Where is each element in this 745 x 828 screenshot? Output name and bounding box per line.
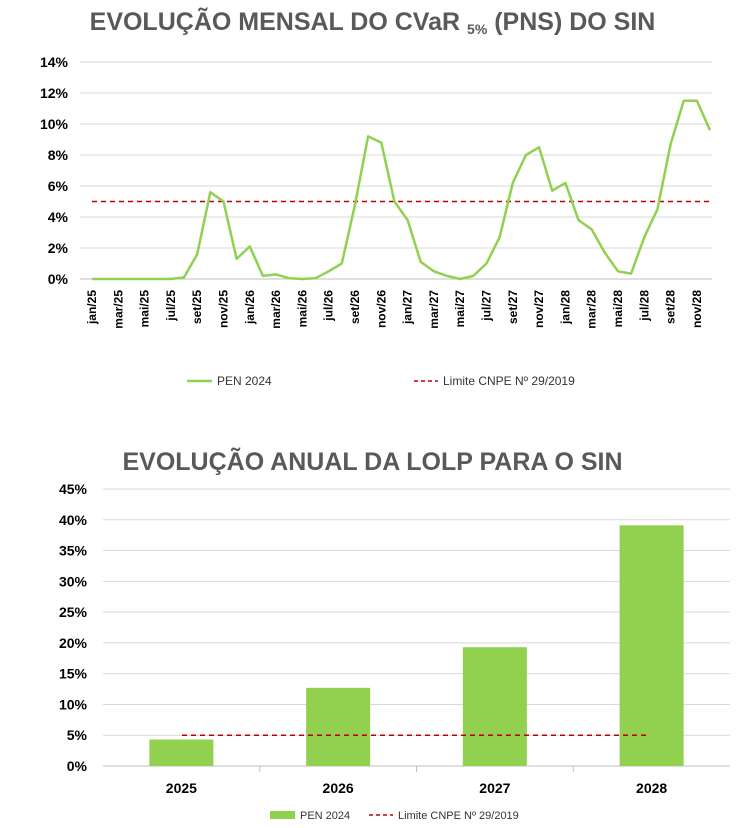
chart1-x-tick-label: mar/26 bbox=[269, 290, 283, 329]
chart1-x-tick-label: jul/25 bbox=[164, 290, 178, 322]
chart1-title-end: (PNS) DO SIN bbox=[494, 8, 656, 36]
chart1-y-tick-label: 14% bbox=[40, 54, 69, 70]
chart1-x-tick-label: nov/26 bbox=[374, 290, 388, 328]
chart1-title-main: EVOLUÇÃO MENSAL DO CVaR bbox=[89, 8, 461, 36]
chart1-x-tick-label: mai/27 bbox=[453, 290, 467, 328]
chart2-bar-2026 bbox=[306, 687, 371, 766]
chart1-legend-pen-label: PEN 2024 bbox=[217, 374, 272, 388]
chart2-bar-2027 bbox=[462, 647, 527, 766]
chart2-legend-pen-label: PEN 2024 bbox=[300, 810, 350, 822]
chart2-y-tick-label: 45% bbox=[59, 481, 88, 497]
chart1-y-tick-label: 2% bbox=[48, 240, 69, 256]
chart1-x-tick-label: jul/27 bbox=[479, 290, 493, 322]
chart2-legend-limit-label: Limite CNPE Nº 29/2019 bbox=[398, 810, 519, 822]
chart2-y-tick-label: 25% bbox=[59, 604, 88, 620]
chart2-bar-2028 bbox=[619, 525, 684, 766]
chart2-y-tick-label: 40% bbox=[59, 512, 88, 528]
chart2-x-tick-label: 2027 bbox=[479, 780, 510, 796]
chart2-x-tick-label: 2028 bbox=[636, 780, 667, 796]
chart1-x-tick-label: jan/25 bbox=[85, 290, 99, 325]
chart1-x-tick-label: mai/28 bbox=[611, 290, 625, 328]
chart1-series-line-pen-2024 bbox=[92, 99, 712, 281]
chart1-x-tick-label: mar/25 bbox=[111, 290, 125, 329]
chart1-x-tick-label: mar/28 bbox=[585, 290, 599, 329]
chart1-x-tick-label: mar/27 bbox=[427, 290, 441, 329]
chart1-y-tick-label: 4% bbox=[48, 209, 69, 225]
chart1-cvar-line-chart: 0% 2% 4% 6% 8% 10% 12% 14% jan/25 mar/25 mai/25 jul… bbox=[40, 54, 712, 388]
chart2-y-tick-label: 20% bbox=[59, 635, 88, 651]
chart1-x-tick-label: mai/25 bbox=[138, 290, 152, 328]
chart2-bar-2025 bbox=[149, 739, 214, 766]
chart1-x-tick-label: set/26 bbox=[348, 290, 362, 324]
chart1-legend-limit-label: Limite CNPE Nº 29/2019 bbox=[443, 374, 575, 388]
chart1-x-tick-label: set/27 bbox=[506, 290, 520, 324]
chart2-y-tick-label: 35% bbox=[59, 543, 88, 559]
chart2-y-tick-label: 30% bbox=[59, 573, 88, 589]
chart1-x-tick-label: set/28 bbox=[664, 290, 678, 324]
chart2-legend-pen-swatch bbox=[270, 811, 295, 819]
chart2-y-tick-label: 0% bbox=[67, 758, 88, 774]
chart2-title: EVOLUÇÃO ANUAL DA LOLP PARA O SIN bbox=[122, 448, 623, 476]
chart2-y-tick-label: 5% bbox=[67, 727, 88, 743]
chart1-x-tick-label: jul/28 bbox=[637, 290, 651, 322]
chart1-title: EVOLUÇÃO MENSAL DO CVaR 5% (PNS) DO SIN bbox=[0, 8, 745, 37]
chart2-y-tick-label: 10% bbox=[59, 696, 88, 712]
chart2-y-tick-label: 15% bbox=[59, 666, 88, 682]
chart1-y-tick-label: 10% bbox=[40, 116, 69, 132]
chart2-x-tick-label: 2026 bbox=[323, 780, 354, 796]
chart1-y-tick-label: 12% bbox=[40, 85, 69, 101]
chart1-x-tick-label: nov/27 bbox=[532, 290, 546, 328]
chart1-x-tick-label: mai/26 bbox=[295, 290, 309, 328]
chart1-x-tick-label: nov/25 bbox=[216, 290, 230, 328]
chart1-y-tick-label: 6% bbox=[48, 178, 69, 194]
chart1-x-tick-label: jul/26 bbox=[322, 290, 336, 322]
chart1-x-tick-label: nov/28 bbox=[690, 290, 704, 328]
chart1-x-tick-label: jan/26 bbox=[243, 290, 257, 325]
chart1-x-tick-label: jan/28 bbox=[558, 290, 572, 325]
chart2-x-tick-label: 2025 bbox=[166, 780, 197, 796]
chart1-x-tick-label: jan/27 bbox=[401, 290, 415, 325]
chart1-x-tick-label: set/25 bbox=[190, 290, 204, 324]
chart1-y-tick-label: 0% bbox=[48, 271, 69, 287]
chart1-title-subscript: 5% bbox=[467, 21, 488, 37]
chart1-y-tick-label: 8% bbox=[48, 147, 69, 163]
